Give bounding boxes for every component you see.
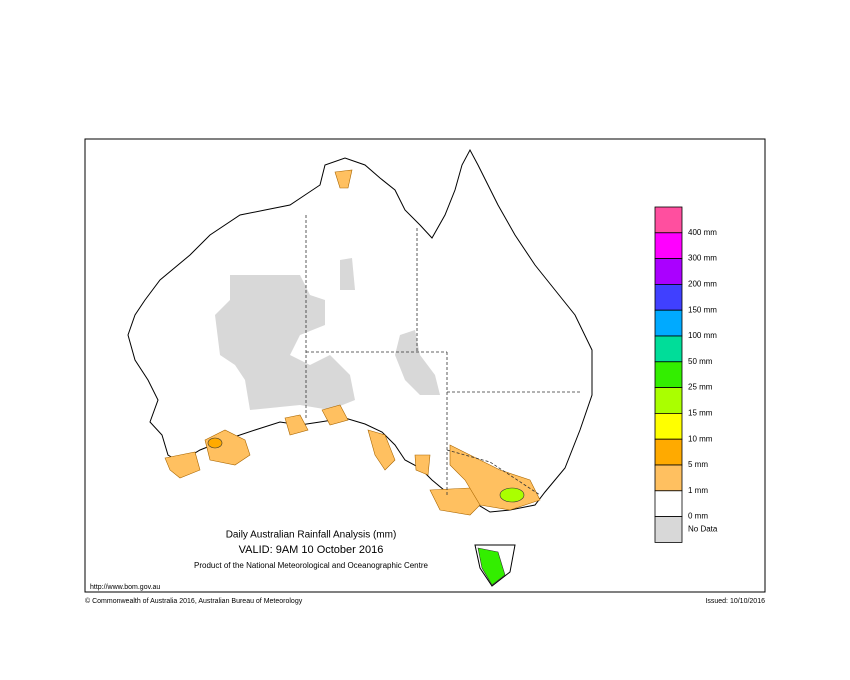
legend-swatch xyxy=(654,490,683,517)
legend-swatch xyxy=(654,309,683,337)
legend-label: 25 mm xyxy=(688,383,713,392)
legend-label: 0 mm xyxy=(688,512,708,521)
australia xyxy=(127,148,593,513)
legend-swatch xyxy=(654,464,683,492)
legend-label: 100 mm xyxy=(688,331,717,340)
producer: Product of the National Meteorological a… xyxy=(194,561,428,570)
legend-swatch xyxy=(654,387,683,414)
legend-label: 50 mm xyxy=(688,357,713,366)
legend-label: 400 mm xyxy=(688,228,717,237)
legend-label: 5 mm xyxy=(688,460,708,469)
legend-label: No Data xyxy=(688,525,718,534)
legend-label: 200 mm xyxy=(688,280,717,289)
legend-swatch xyxy=(654,283,683,311)
map-title: Daily Australian Rainfall Analysis (mm) xyxy=(226,530,397,541)
rain-area xyxy=(164,169,541,516)
legend-swatch xyxy=(654,361,683,388)
legend-label: 150 mm xyxy=(688,305,717,314)
legend-swatch xyxy=(654,438,683,466)
legend-swatch xyxy=(654,516,683,543)
heavy-rain xyxy=(477,547,506,586)
legend-swatch xyxy=(654,258,683,285)
legend-label: 15 mm xyxy=(688,409,713,418)
legend-swatch xyxy=(654,335,683,363)
legend-swatch xyxy=(654,206,683,234)
issued: Issued: 10/10/2016 xyxy=(705,598,765,605)
state-borders xyxy=(305,215,580,497)
copyright: © Commonwealth of Australia 2016, Austra… xyxy=(85,597,303,605)
legend-label: 1 mm xyxy=(688,486,708,495)
map xyxy=(127,148,593,587)
valid-time: VALID: 9AM 10 October 2016 xyxy=(239,544,384,556)
heavy-rain xyxy=(499,487,525,503)
legend-label: 10 mm xyxy=(688,434,713,443)
heavy-rain xyxy=(207,437,223,449)
legend-swatch xyxy=(654,232,683,260)
url: http://www.bom.gov.au xyxy=(90,584,160,591)
legend-label: 300 mm xyxy=(688,254,717,263)
no-data-area xyxy=(215,258,440,410)
legend-swatch xyxy=(654,412,683,440)
